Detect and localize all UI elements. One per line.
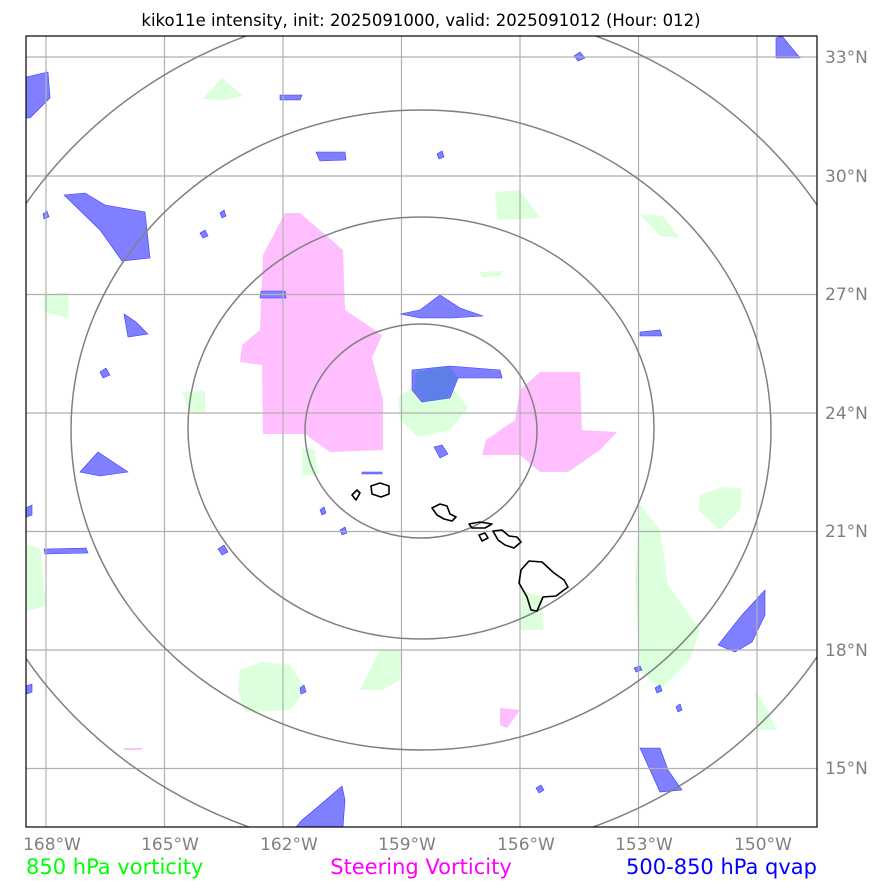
map-title: kiko11e intensity, init: 2025091000, val… [141,11,700,30]
legend-steering-vorticity: Steering Vorticity [330,855,512,879]
lon-tick-label: 165°W [141,835,199,855]
range-ring-3 [70,109,772,751]
island-oahu [431,503,457,522]
lon-axis: 168°W 165°W 162°W 159°W 156°W 153°W 150°… [23,835,792,855]
island-niihau [351,489,361,501]
range-rings [26,36,817,827]
qvap-dense-core [414,366,458,402]
steering-vorticity-layer [124,213,617,750]
lat-tick-label: 30°N [825,167,868,187]
lat-tick-label: 21°N [825,522,868,542]
map-plot-area [26,36,817,827]
island-hawaii [518,560,569,612]
range-ring-1 [304,323,538,539]
qvap-layer [26,36,801,827]
island-kauai [370,482,390,498]
lat-axis: 33°N 30°N 27°N 24°N 21°N 18°N 15°N [825,48,868,779]
island-lanai [478,532,489,542]
lon-tick-label: 159°W [378,835,436,855]
lon-tick-label: 150°W [734,835,792,855]
legend: 850 hPa vorticity Steering Vorticity 500… [26,855,817,879]
island-molokai [468,521,493,529]
vorticity-850-layer [26,78,776,730]
legend-850-vorticity: 850 hPa vorticity [26,855,203,879]
lat-tick-label: 15°N [825,759,868,779]
lon-tick-label: 168°W [23,835,81,855]
lat-tick-label: 33°N [825,48,868,68]
lat-tick-label: 27°N [825,285,868,305]
lat-tick-label: 24°N [825,404,868,424]
legend-qvap: 500-850 hPa qvap [626,855,817,879]
lon-tick-label: 162°W [260,835,318,855]
lon-tick-label: 153°W [615,835,673,855]
gridlines [26,36,817,827]
coastlines [351,482,569,612]
island-maui [492,529,522,549]
range-ring-2 [187,216,655,640]
plot-frame [25,35,818,828]
lat-tick-label: 18°N [825,641,868,661]
lon-tick-label: 156°W [497,835,555,855]
